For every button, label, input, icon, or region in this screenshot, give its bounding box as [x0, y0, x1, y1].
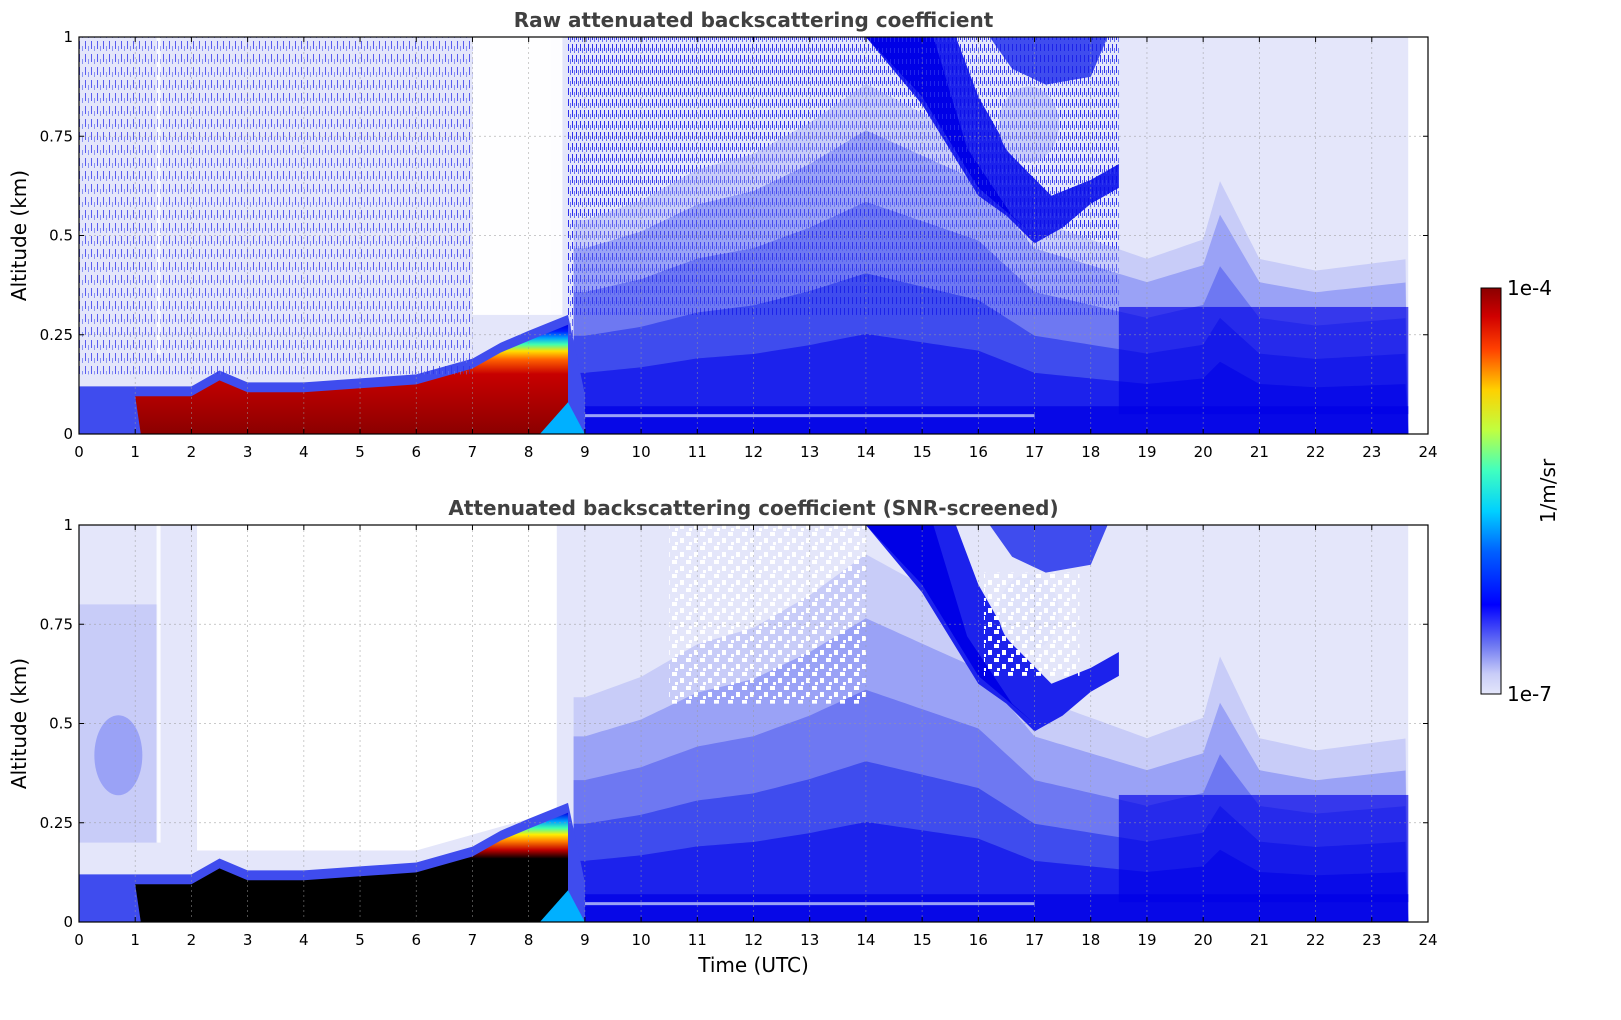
x-tick-label: 18	[1081, 931, 1100, 949]
x-tick-label: 7	[468, 443, 478, 461]
x-tick-label: 20	[1194, 443, 1213, 461]
x-tick-label: 1	[130, 443, 140, 461]
x-tick-label: 11	[688, 931, 707, 949]
x-tick-label: 10	[632, 443, 651, 461]
boundary-layer-core	[135, 324, 568, 434]
x-tick-label: 21	[1250, 443, 1269, 461]
x-tick-label: 12	[744, 443, 763, 461]
x-tick-label: 2	[187, 931, 197, 949]
x-tick-label: 16	[969, 931, 988, 949]
colorbar-max-label: 1e-4	[1507, 276, 1552, 300]
boundary-layer-tail	[539, 402, 585, 434]
x-tick-label: 11	[688, 443, 707, 461]
boundary-layer-tail	[539, 890, 585, 922]
x-tick-label: 9	[580, 443, 590, 461]
x-tick-label: 0	[74, 443, 84, 461]
surface-stripe	[584, 414, 1035, 418]
raw-backscatter-panel: Raw attenuated backscattering coefficien…	[7, 8, 1438, 461]
screened-region	[197, 525, 557, 851]
y-tick-label: 0.25	[40, 814, 73, 832]
y-tick-label: 0.75	[40, 127, 73, 145]
y-tick-label: 0	[63, 913, 73, 931]
heatmap-snr	[79, 525, 1428, 922]
x-tick-label: 20	[1194, 931, 1213, 949]
x-tick-label: 0	[74, 931, 84, 949]
x-tick-label: 14	[856, 443, 875, 461]
upper-cloud	[989, 525, 1108, 573]
x-tick-label: 17	[1025, 931, 1044, 949]
x-tick-label: 21	[1250, 931, 1269, 949]
y-axis-snr: 0 0.25 0.5 0.75 1	[40, 516, 1428, 931]
x-tick-label: 8	[524, 931, 534, 949]
night-layer	[1118, 306, 1409, 415]
snr-screened-panel: Attenuated backscattering coefficient (S…	[7, 496, 1438, 977]
night-layer	[1118, 794, 1409, 903]
noise-texture-left	[79, 37, 473, 375]
x-tick-label: 19	[1137, 443, 1156, 461]
x-tick-label: 3	[243, 931, 253, 949]
x-tick-label: 4	[299, 443, 309, 461]
y-tick-label: 0	[63, 425, 73, 443]
x-tick-label: 2	[187, 443, 197, 461]
x-tick-label: 22	[1306, 443, 1325, 461]
x-tick-label: 4	[299, 931, 309, 949]
x-axis-snr: 0 1 2 3 4 5 6 7 8 9 10 11 12 13 14 15 16 17 18 19 20 21 22 23 24	[74, 525, 1438, 949]
x-tick-label: 8	[524, 443, 534, 461]
y-tick-label: 0.25	[40, 326, 73, 344]
surface-stripe	[584, 902, 1035, 906]
x-tick-label: 5	[355, 931, 365, 949]
colorbar-min-label: 1e-7	[1507, 682, 1552, 706]
x-tick-label: 3	[243, 443, 253, 461]
x-tick-label: 14	[856, 931, 875, 949]
colorbar-gradient	[1480, 287, 1502, 695]
x-axis-label: Time (UTC)	[697, 953, 809, 977]
x-tick-label: 24	[1418, 443, 1437, 461]
x-tick-label: 13	[800, 443, 819, 461]
x-tick-label: 16	[969, 443, 988, 461]
x-tick-label: 13	[800, 931, 819, 949]
boundary-layer-core	[135, 812, 568, 922]
x-tick-label: 6	[411, 931, 421, 949]
y-tick-label: 0.75	[40, 615, 73, 633]
x-tick-label: 15	[913, 931, 932, 949]
grid-snr	[79, 525, 1428, 922]
x-tick-label: 15	[913, 443, 932, 461]
x-tick-label: 24	[1418, 931, 1437, 949]
chart-title-raw: Raw attenuated backscattering coefficien…	[514, 8, 994, 32]
x-tick-label: 1	[130, 931, 140, 949]
x-axis-raw: 0 1 2 3 4 5 6 7 8 9 10 11 12 13 14 15 16 17 18 19 20 21 22 23 24	[74, 37, 1438, 461]
colorbar: 1e-4 1e-7 1/m/sr	[1480, 276, 1560, 706]
aerosol-patch-left	[94, 715, 143, 796]
y-tick-label: 0.5	[49, 715, 73, 733]
y-axis-label-snr: Altitude (km)	[7, 658, 31, 789]
colorbar-unit-label: 1/m/sr	[1536, 458, 1560, 523]
y-tick-label: 0.5	[49, 227, 73, 245]
x-tick-label: 17	[1025, 443, 1044, 461]
x-tick-label: 18	[1081, 443, 1100, 461]
clear-region	[472, 37, 552, 315]
y-axis-raw: 0 0.25 0.5 0.75 1	[40, 28, 1428, 443]
y-axis-label-raw: Altitude (km)	[7, 170, 31, 301]
x-tick-label: 6	[411, 443, 421, 461]
x-tick-label: 7	[468, 931, 478, 949]
x-tick-label: 9	[580, 931, 590, 949]
x-tick-label: 19	[1137, 931, 1156, 949]
y-tick-label: 1	[63, 516, 73, 534]
vertical-clear-column	[156, 525, 161, 843]
grid-raw	[79, 37, 1428, 434]
x-tick-label: 23	[1362, 443, 1381, 461]
chart-title-snr: Attenuated backscattering coefficient (S…	[448, 496, 1058, 520]
x-tick-label: 5	[355, 443, 365, 461]
screened-speckle	[669, 525, 866, 704]
x-tick-label: 22	[1306, 931, 1325, 949]
x-tick-label: 23	[1362, 931, 1381, 949]
x-tick-label: 12	[744, 931, 763, 949]
noise-texture-mid	[568, 37, 1119, 315]
y-tick-label: 1	[63, 28, 73, 46]
x-tick-label: 10	[632, 931, 651, 949]
